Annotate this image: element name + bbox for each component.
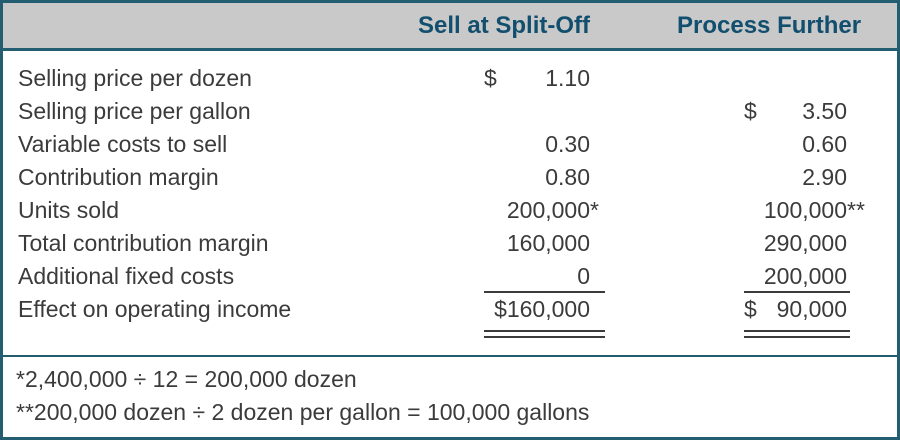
row-label: Variable costs to sell [18, 131, 228, 157]
row-label: Effect on operating income [18, 296, 292, 322]
cell-value: 100,000 [763, 197, 847, 223]
cell-value: 90,000 [776, 296, 847, 322]
cell-split-off: $1.10 [484, 62, 605, 95]
cell-value: 1.10 [545, 65, 590, 91]
dollar-sign: $ [484, 65, 497, 91]
cell-value: 3.50 [802, 98, 847, 124]
table-row-contribution-margin: Contribution margin 0.80 2.90 [3, 161, 897, 194]
cell-process-further [744, 62, 850, 95]
footnote-units-sold-dozen: *2,400,000 ÷ 12 = 200,000 dozen [16, 366, 357, 392]
cell-split-off: 160,000 [484, 227, 605, 260]
cell-value: 0.60 [802, 131, 847, 157]
column-header-process-further: Process Further [677, 12, 862, 39]
cell-value: $160,000 [494, 296, 590, 322]
table-row-effect-on-operating-income: Effect on operating income $160,000 $90,… [3, 293, 897, 338]
table-row-variable-costs-to-sell: Variable costs to sell 0.30 0.60 [3, 128, 897, 161]
row-label: Units sold [18, 197, 119, 223]
cell-value: 0.80 [545, 164, 590, 190]
dollar-sign: $ [744, 98, 757, 124]
cell-value: 0.30 [545, 131, 590, 157]
row-label: Additional fixed costs [18, 263, 235, 289]
cell-process-further: 290,000 [744, 227, 850, 260]
cell-split-off: $160,000 [484, 293, 605, 338]
cell-process-further: 0.60 [744, 128, 850, 161]
cell-process-further: 200,000 [744, 260, 850, 293]
table-row-units-sold: Units sold 200,000* 100,000** [3, 194, 897, 227]
row-label: Selling price per gallon [18, 98, 251, 124]
table-row-selling-price-per-gallon: Selling price per gallon $3.50 [3, 95, 897, 128]
cell-value: 200,000 [506, 197, 590, 223]
table-header-row: Sell at Split-Off Process Further [3, 3, 897, 51]
cell-split-off: 0 [484, 260, 605, 293]
cell-value: 0 [577, 263, 590, 289]
cell-split-off: 0.80 [484, 161, 605, 194]
footnote-units-sold-gallons: **200,000 dozen ÷ 2 dozen per gallon = 1… [16, 399, 590, 425]
cell-split-off: 200,000* [506, 197, 599, 223]
table-body: Selling price per dozen $1.10 Selling pr… [3, 51, 897, 355]
cell-value: 290,000 [763, 230, 847, 256]
cell-value: 200,000 [763, 263, 847, 289]
column-header-sell-at-split-off: Sell at Split-Off [418, 12, 591, 39]
footnotes-section: *2,400,000 ÷ 12 = 200,000 dozen **200,00… [3, 355, 897, 429]
table-row-total-contribution-margin: Total contribution margin 160,000 290,00… [3, 227, 897, 260]
row-label: Contribution margin [18, 164, 219, 190]
cell-process-further: $90,000 [744, 293, 850, 338]
cell-value: 160,000 [506, 230, 590, 256]
cell-split-off [484, 95, 605, 128]
cell-process-further: 2.90 [744, 161, 850, 194]
cell-process-further: $3.50 [744, 95, 850, 128]
cell-value: 2.90 [802, 164, 847, 190]
row-label: Selling price per dozen [18, 65, 252, 91]
dollar-sign: $ [744, 296, 757, 322]
table-row-selling-price-per-dozen: Selling price per dozen $1.10 [3, 62, 897, 95]
cell-split-off: 0.30 [484, 128, 605, 161]
row-label: Total contribution margin [18, 230, 269, 256]
cell-process-further: 100,000** [763, 197, 865, 223]
table-row-additional-fixed-costs: Additional fixed costs 0 200,000 [3, 260, 897, 293]
